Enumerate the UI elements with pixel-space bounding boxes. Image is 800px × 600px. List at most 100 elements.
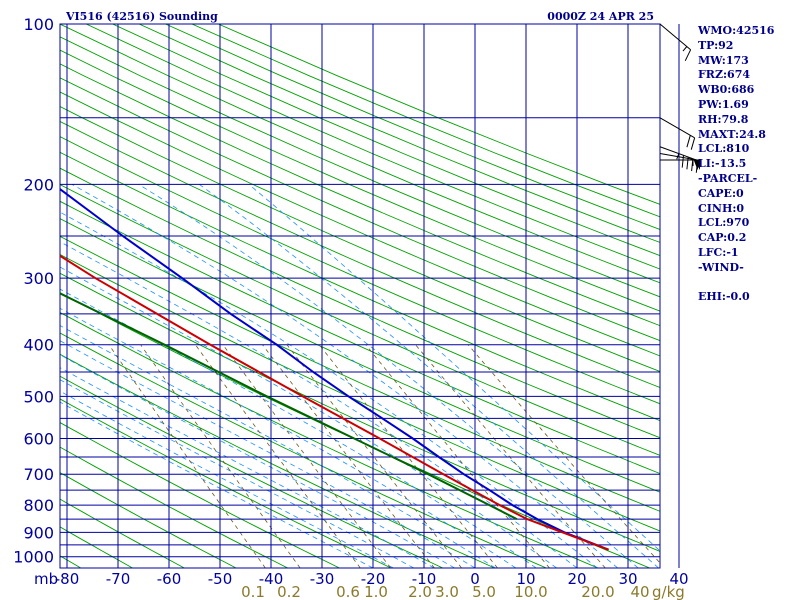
mixing-ratio-line [415, 344, 606, 568]
moist-adiabat-line [60, 211, 598, 568]
mixing-ratio-label: 5.0 [472, 583, 496, 600]
stat-line: -WIND- [698, 260, 744, 274]
temperature-tick-label: 40 [669, 570, 688, 588]
temperature-tick-label: -50 [208, 570, 233, 588]
mixing-ratio-label: 1.0 [364, 583, 388, 600]
series-clip-group [60, 187, 609, 551]
mixing-ratio-label: 40 [630, 583, 649, 600]
moist-adiabat-line [60, 325, 496, 568]
mixing-ratio-line [365, 344, 550, 568]
pressure-tick-label: 100 [23, 15, 54, 34]
stat-line [698, 276, 798, 291]
stat-line: MW:173 [698, 53, 749, 67]
wind-barb-flag [684, 49, 692, 62]
stat-line: CAPE:0 [698, 186, 744, 200]
moist-adiabat-line [248, 184, 660, 552]
pressure-tick-label: 300 [23, 269, 54, 288]
dry-adiabat-line [60, 375, 443, 568]
dry-adiabat-line [60, 151, 660, 422]
dry-adiabat-line [60, 136, 660, 405]
temperature-tick-label: 10 [516, 570, 535, 588]
mixing-ratio-unit-label: g/kg [652, 583, 685, 600]
mixing-ratio-label: 0.6 [336, 583, 360, 600]
wind-barb-staff [659, 117, 695, 139]
wind-barb-flag [686, 135, 691, 148]
stat-line: LI:-13.5 [698, 157, 747, 171]
stat-line: LFC:-1 [698, 245, 739, 259]
dry-adiabat-line [60, 24, 660, 284]
dry-adiabat-line [60, 332, 547, 568]
wind-barb-layer [659, 23, 700, 173]
pressure-tick-label: 900 [23, 523, 54, 542]
dry-adiabat-line [60, 272, 660, 552]
wind-barb [659, 117, 696, 150]
moist-adiabat-line [60, 367, 435, 568]
mixing-ratio-line [195, 344, 361, 568]
dry-adiabat-line [60, 235, 660, 512]
mixing-ratio-line [108, 344, 266, 568]
moist-adiabat-line [60, 266, 557, 568]
dry-adiabat-line [60, 184, 660, 456]
temperature-tick-label: -60 [157, 570, 182, 588]
pressure-tick-label: 500 [23, 387, 54, 406]
dry-adiabat-line [60, 218, 660, 493]
temperature-tick-label: -10 [412, 570, 437, 588]
chart-datetime: 0000Z 24 APR 25 [547, 10, 654, 23]
moist-adiabat-line [60, 241, 578, 568]
wind-barb-staff [659, 152, 700, 161]
stat-line: -PARCEL- [698, 171, 758, 185]
dry-adiabat-line [60, 49, 660, 312]
wind-barb-flag [686, 156, 689, 170]
dry-adiabat-line [60, 253, 660, 532]
moist-adiabat-line [71, 184, 619, 568]
dry-adiabat-line [60, 446, 288, 568]
wind-barb-half-flag [682, 46, 688, 52]
pressure-tick-label: 1000 [13, 548, 54, 567]
stat-line: CAP:0.2 [698, 231, 747, 245]
grid-layer [59, 23, 680, 569]
moist-adiabat-line [60, 401, 374, 568]
stat-line: LCL:810 [698, 142, 750, 156]
wind-barb [660, 159, 700, 170]
pressure-tick-label: 200 [23, 175, 54, 194]
mixing-ratio-line [222, 344, 391, 568]
mixing-ratio-line [318, 344, 498, 568]
pressure-tick-label: 400 [23, 336, 54, 355]
wind-barb-staff [659, 23, 691, 51]
mixing-ratio-label: 10.0 [514, 583, 547, 600]
wind-barb [659, 23, 692, 62]
stat-line: MAXT:24.8 [698, 127, 766, 141]
mixing-ratio-label: 0.2 [277, 583, 301, 600]
pressure-tick-label: 700 [23, 465, 54, 484]
dry-adiabat-line [60, 398, 392, 568]
mixing-ratio-line [286, 344, 462, 568]
wind-barb-flag [690, 137, 696, 150]
temperature-tick-label: -40 [259, 570, 284, 588]
stat-line: EHI:-0.0 [698, 290, 750, 304]
mixing-ratio-line [467, 344, 660, 564]
dry-adiabat-line [60, 63, 660, 327]
temperature-tick-label: -30 [310, 570, 335, 588]
mixing-ratio-label: 2.0 [408, 583, 432, 600]
moist-adiabat-line [60, 354, 455, 568]
stat-line: LCL:970 [698, 216, 750, 230]
dry-adiabat-line [60, 200, 660, 475]
plot-frame [59, 23, 661, 569]
wind-barb-pennant [694, 159, 700, 170]
temperature-tick-label: 20 [567, 570, 586, 588]
pressure-tick-label: 800 [23, 496, 54, 515]
mixing-ratio-line [262, 344, 435, 568]
temperature-line [60, 187, 609, 551]
temperature-tick-label: 30 [618, 570, 637, 588]
stat-line: CINH:0 [698, 201, 745, 215]
temperature-tick-label: -20 [361, 570, 386, 588]
temperature-tick-label: -70 [106, 570, 131, 588]
moist-adiabat-line [60, 340, 476, 568]
stat-line: TP:92 [698, 38, 734, 52]
dry-adiabat-line [60, 167, 660, 439]
temperature-tick-label: 0 [470, 570, 480, 588]
stat-line: WMO:42516 [698, 24, 775, 37]
dry-adiabat-line [60, 526, 133, 568]
moist-adiabat-line [199, 184, 659, 568]
